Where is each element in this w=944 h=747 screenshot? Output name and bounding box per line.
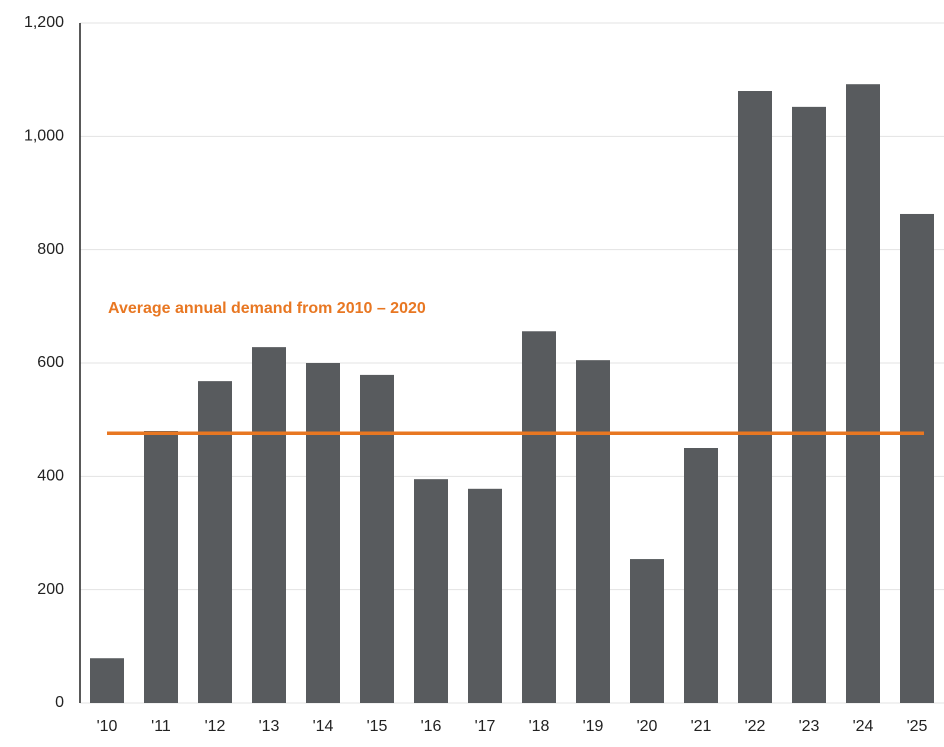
y-tick-label: 800: [37, 241, 64, 258]
x-tick-label: '11: [151, 718, 171, 735]
bar: [306, 363, 340, 703]
average-label: Average annual demand from 2010 – 2020: [108, 300, 426, 317]
bar: [252, 347, 286, 703]
bar: [846, 84, 880, 703]
x-tick-label: '22: [745, 718, 766, 735]
x-tick-label: '19: [583, 718, 604, 735]
bar: [360, 374, 394, 703]
x-tick-label: '18: [529, 718, 550, 735]
bar: [900, 213, 934, 703]
x-tick-label: '20: [637, 718, 658, 735]
y-tick-label: 1,000: [24, 128, 64, 145]
x-tick-label: '24: [853, 718, 874, 735]
y-tick-label: 200: [37, 581, 64, 598]
x-tick-label: '23: [799, 718, 820, 735]
bar: [144, 431, 178, 703]
y-tick-label: 600: [37, 354, 64, 371]
y-tick-label: 1,200: [24, 14, 64, 31]
bar: [630, 559, 664, 703]
bar: [738, 91, 772, 703]
bar: [414, 479, 448, 703]
x-tick-label: '16: [421, 718, 442, 735]
bar: [576, 360, 610, 703]
x-tick-label: '12: [205, 718, 226, 735]
y-tick-label: 0: [55, 694, 64, 711]
bar: [468, 488, 502, 703]
bar: [522, 331, 556, 703]
bar: [684, 448, 718, 703]
bar: [198, 381, 232, 703]
x-tick-label: '14: [313, 718, 334, 735]
x-tick-label: '17: [475, 718, 496, 735]
x-tick-label: '15: [367, 718, 388, 735]
bar: [90, 658, 124, 703]
x-tick-label: '13: [259, 718, 280, 735]
x-tick-label: '10: [97, 718, 118, 735]
bar: [792, 106, 826, 703]
x-tick-label: '21: [691, 718, 712, 735]
x-tick-label: '25: [907, 718, 928, 735]
y-tick-label: 400: [37, 468, 64, 485]
